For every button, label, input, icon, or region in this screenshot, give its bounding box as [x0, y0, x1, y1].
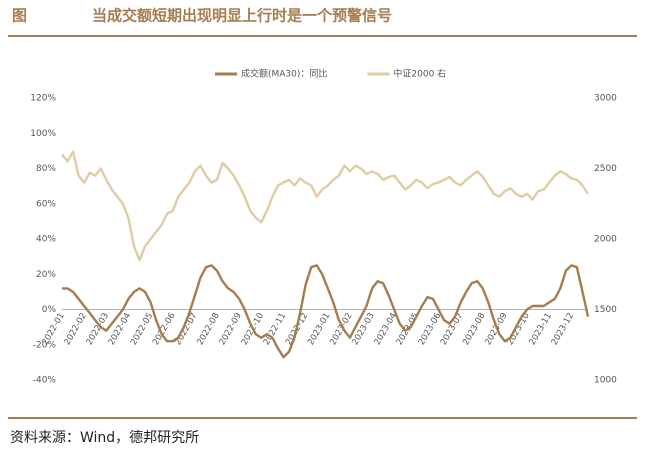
y-tick-label: -40%: [33, 376, 57, 386]
source: 资料来源：Wind，德邦研究所: [10, 430, 199, 446]
y-tick-label: 40%: [36, 235, 56, 245]
y-tick-label: -20%: [33, 340, 57, 350]
y-tick-label: 100%: [30, 129, 56, 139]
line-series: [62, 264, 590, 359]
y-tick-label: 80%: [36, 164, 56, 174]
y2-tick-label: 2000: [594, 235, 617, 245]
y-tick-label: 120%: [30, 94, 56, 104]
y-tick-label: 60%: [36, 199, 56, 209]
y2-tick-label: 2500: [594, 164, 617, 174]
chart-title: 当成交额短期出现明显上行时是一个预警信号: [92, 7, 392, 25]
legend-label: 成交额(MA30)：同比: [241, 68, 327, 80]
y2-tick-label: 1500: [594, 305, 617, 315]
legend-label: 中证2000 右: [393, 68, 446, 80]
y2-tick-label: 3000: [594, 94, 617, 104]
figure-label: 图: [12, 7, 27, 25]
y2-tick-label: 1000: [594, 376, 617, 386]
line-series: [61, 150, 590, 262]
y-tick-label: 20%: [36, 270, 56, 280]
y-tick-label: 0%: [42, 305, 57, 315]
